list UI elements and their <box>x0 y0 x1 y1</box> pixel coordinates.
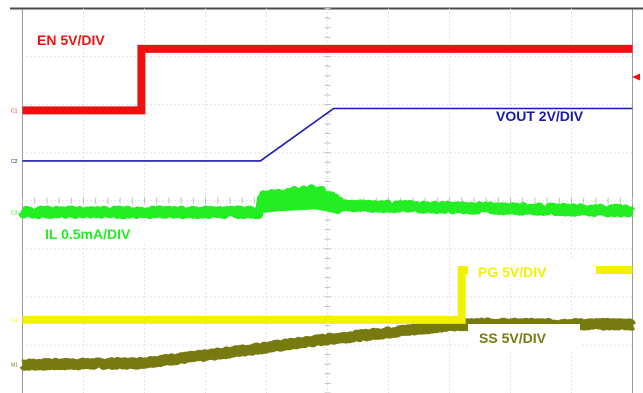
trace-c1 <box>22 44 633 115</box>
channel-marker-c3: C3 <box>11 210 18 216</box>
channel-marker-c4: C4 <box>11 318 18 324</box>
label-pg: PG 5V/DIV <box>478 264 547 280</box>
label-en: EN 5V/DIV <box>37 32 105 48</box>
label-vout: VOUT 2V/DIV <box>496 108 584 124</box>
trace-c3-burst <box>260 189 340 215</box>
label-pg-backdrop <box>468 260 596 284</box>
label-il-backdrop <box>36 222 180 244</box>
traces <box>18 44 637 371</box>
channel-marker-c1: C1 <box>11 108 18 114</box>
trigger-level-arrow-icon <box>632 73 640 81</box>
label-il: IL 0.5mA/DIV <box>45 226 131 242</box>
trace-c2 <box>22 107 633 162</box>
label-ss: SS 5V/DIV <box>479 330 547 346</box>
label-ss-backdrop <box>468 324 580 350</box>
trace-m1 <box>18 317 637 371</box>
channel-marker-c2: C2 <box>11 159 18 165</box>
channel-marker-m1: M1 <box>11 363 18 369</box>
channel-markers: M1 C4 C3 C2 C1 <box>11 108 18 368</box>
